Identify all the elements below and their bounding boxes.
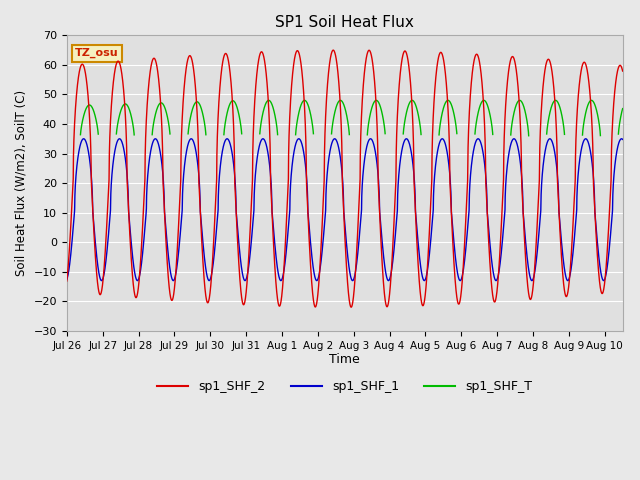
X-axis label: Time: Time [330, 353, 360, 366]
Y-axis label: Soil Heat Flux (W/m2), SoilT (C): Soil Heat Flux (W/m2), SoilT (C) [15, 90, 28, 276]
Title: SP1 Soil Heat Flux: SP1 Soil Heat Flux [275, 15, 414, 30]
Text: TZ_osu: TZ_osu [75, 48, 119, 58]
Legend: sp1_SHF_2, sp1_SHF_1, sp1_SHF_T: sp1_SHF_2, sp1_SHF_1, sp1_SHF_T [152, 375, 537, 398]
